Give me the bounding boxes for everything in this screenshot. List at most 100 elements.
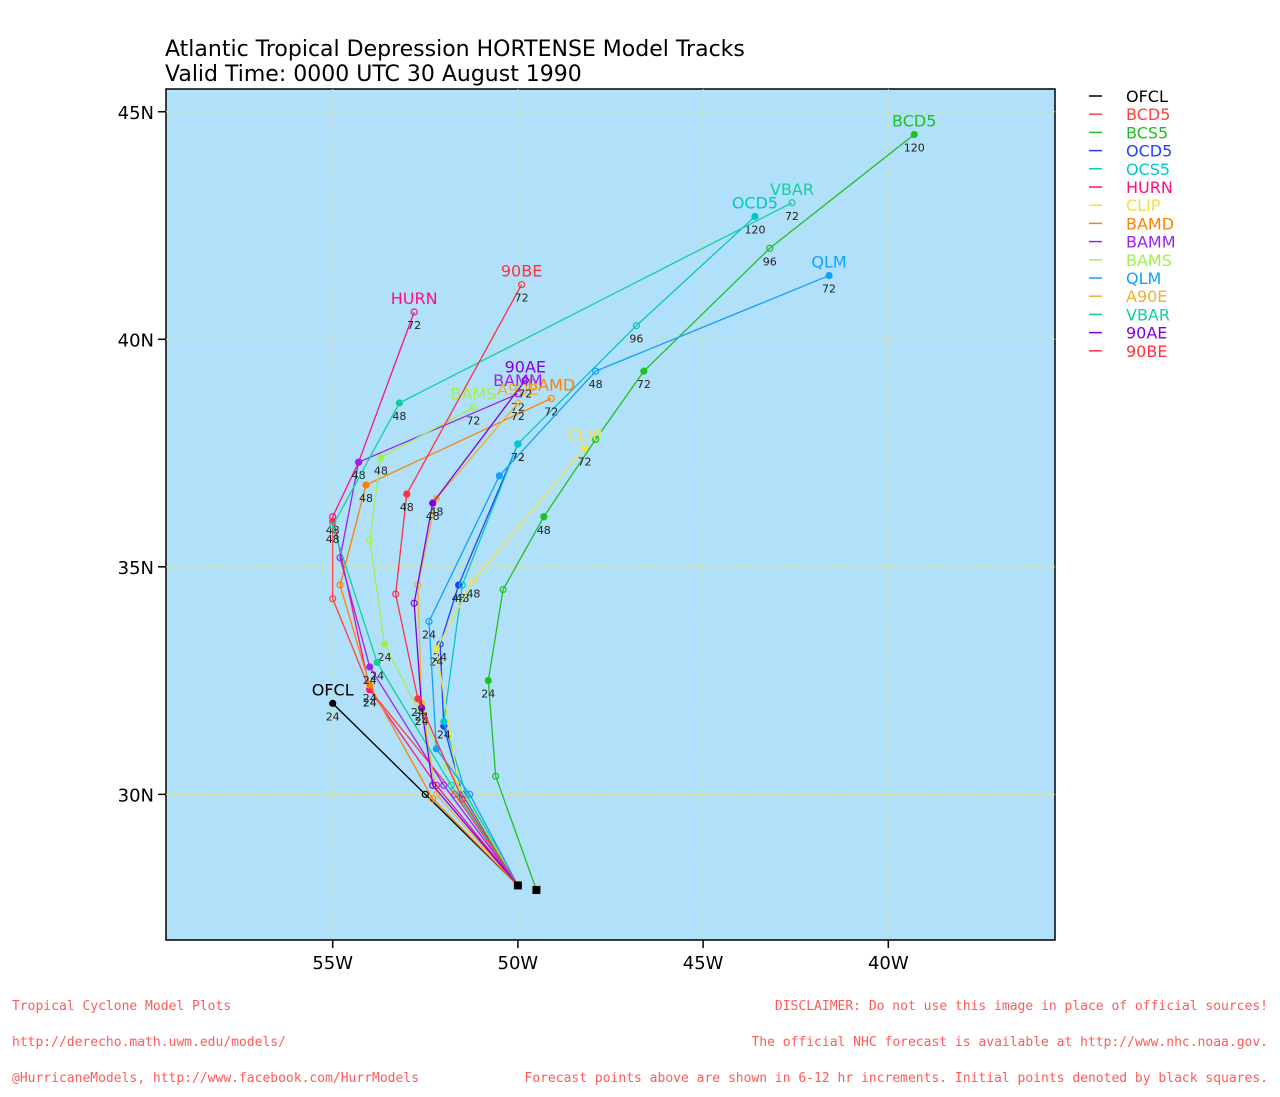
legend-label: 90AE xyxy=(1126,324,1167,343)
forecast-hour-label: 24 xyxy=(437,729,451,742)
forecast-point xyxy=(440,781,448,789)
forecast-point xyxy=(429,781,437,789)
forecast-hour-label: 48 xyxy=(326,524,340,537)
legend-item-ofcl: OFCL xyxy=(1089,87,1168,106)
track-line xyxy=(332,311,519,886)
forecast-hour-label: 120 xyxy=(744,223,765,236)
legend-label: QLM xyxy=(1126,269,1161,288)
footer-credit-line: @HurricaneModels, http://www.facebook.co… xyxy=(12,1071,419,1086)
track-line xyxy=(417,402,519,886)
model-end-label: CLIP xyxy=(567,426,602,445)
track-bams: 24 48 72 BAMS xyxy=(366,385,519,886)
forecast-point xyxy=(592,367,600,375)
legend-item-90be: 90BE xyxy=(1089,342,1167,361)
forecast-hour-label: 48 xyxy=(426,510,440,523)
forecast-point xyxy=(484,677,492,685)
map-area: 55W 50W 45W 40W30N35N40N45N24OFCL2424487296… xyxy=(118,88,1056,974)
forecast-point xyxy=(469,576,478,585)
y-tick-label: 40N xyxy=(118,330,154,351)
track-90be: 24 48 72 90BE xyxy=(392,262,542,886)
forecast-hour-label: 72 xyxy=(515,292,529,305)
model-end-label: OCD5 xyxy=(732,193,778,212)
legend-label: 90BE xyxy=(1126,342,1167,361)
forecast-point xyxy=(366,663,374,671)
forecast-hour-label: 24 xyxy=(429,656,443,669)
forecast-point xyxy=(469,403,478,412)
legend-item-clip: CLIP xyxy=(1089,196,1161,215)
forecast-point xyxy=(492,772,500,780)
model-end-label: 90AE xyxy=(505,357,546,376)
forecast-hour-label: 72 xyxy=(511,451,525,464)
forecast-point xyxy=(547,394,555,403)
forecast-point xyxy=(410,308,418,316)
forecast-point xyxy=(432,645,441,653)
forecast-point xyxy=(592,435,600,444)
legend-item-qlm: QLM xyxy=(1089,269,1161,288)
track-line xyxy=(332,702,519,886)
footer-credits: Tropical Cyclone Model Plots http://dere… xyxy=(12,977,419,1097)
legend-item-ocd5: OCD5 xyxy=(1089,142,1172,161)
forecast-hour-label: 72 xyxy=(466,415,480,428)
forecast-hour-label: 24 xyxy=(415,715,429,728)
forecast-point xyxy=(640,367,648,375)
forecast-hour-label: 48 xyxy=(466,587,480,600)
forecast-point xyxy=(373,658,381,667)
forecast-point xyxy=(410,599,418,607)
forecast-point xyxy=(392,590,400,598)
forecast-hour-label: 48 xyxy=(326,533,340,546)
forecast-point xyxy=(440,717,448,726)
forecast-hour-label: 72 xyxy=(822,283,836,296)
y-tick-label: 30N xyxy=(118,785,154,806)
legend-label: CLIP xyxy=(1126,196,1161,215)
legend-label: OCS5 xyxy=(1126,160,1170,179)
track-90ae: 24 48 72 90AE xyxy=(410,357,546,886)
forecast-hour-label: 24 xyxy=(363,692,377,705)
footer-credit-line: Tropical Cyclone Model Plots xyxy=(12,999,232,1014)
forecast-point xyxy=(910,130,918,139)
track-line xyxy=(339,397,552,886)
forecast-point xyxy=(580,444,589,453)
track-line xyxy=(413,379,526,886)
forecast-hour-label: 24 xyxy=(378,651,392,664)
forecast-point xyxy=(329,522,337,530)
forecast-hour-label: 48 xyxy=(392,410,406,423)
forecast-point xyxy=(466,790,474,798)
forecast-point xyxy=(403,490,411,498)
forecast-hour-label: 24 xyxy=(363,697,377,710)
forecast-point xyxy=(517,281,526,289)
x-tick-label: 50W xyxy=(498,953,539,974)
legend-item-bamd: BAMD xyxy=(1089,214,1174,233)
track-ocs5: 24 48 72 96 120 OCD5 xyxy=(437,193,778,886)
y-tick-label: 35N xyxy=(118,558,154,579)
footer-disclaimer-line: DISCLAIMER: Do not use this image in pla… xyxy=(774,999,1268,1014)
legend-item-hurn: HURN xyxy=(1089,178,1173,197)
forecast-point xyxy=(336,581,344,589)
legend-item-bamm: BAMM xyxy=(1089,233,1176,252)
legend-item-ocs5: OCS5 xyxy=(1089,160,1170,179)
model-end-label: BAMS xyxy=(451,385,497,404)
forecast-hour-label: 48 xyxy=(374,465,388,478)
forecast-point xyxy=(395,399,403,407)
chart-title-line2: Valid Time: 0000 UTC 30 August 1990 xyxy=(165,62,582,87)
model-end-label: VBAR xyxy=(770,180,814,199)
legend-label: OCD5 xyxy=(1126,142,1172,161)
forecast-hour-label: 24 xyxy=(433,651,447,664)
model-end-label: BCD5 xyxy=(892,112,936,131)
forecast-hour-label: 72 xyxy=(407,319,421,332)
legend-item-bcd5: BCD5 xyxy=(1089,105,1170,124)
forecast-hour-label: 48 xyxy=(352,469,366,482)
forecast-hour-label: 24 xyxy=(422,628,436,641)
forecast-point xyxy=(521,376,529,384)
forecast-point xyxy=(514,440,522,448)
legend-label: BAMS xyxy=(1126,251,1172,270)
ocean-background xyxy=(165,88,1056,941)
forecast-point xyxy=(788,199,796,207)
forecast-point xyxy=(495,472,503,480)
forecast-hour-label: 72 xyxy=(511,410,525,423)
forecast-point xyxy=(458,581,466,589)
forecast-hour-label: 24 xyxy=(363,674,377,687)
forecast-hour-label: 96 xyxy=(763,255,777,268)
forecast-point xyxy=(421,790,429,798)
model-end-label: HURN xyxy=(391,289,438,308)
